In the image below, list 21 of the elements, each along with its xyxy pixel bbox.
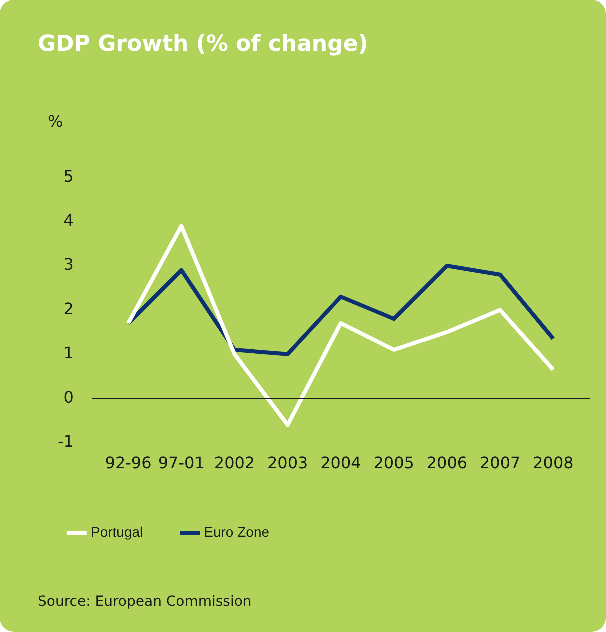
x-tick-label: 2002 (214, 454, 256, 473)
y-tick-label: -1 (58, 432, 74, 451)
y-tick-label: 2 (64, 299, 74, 318)
x-tick-label: 97-01 (158, 454, 205, 473)
x-tick-label: 2006 (426, 454, 468, 473)
legend-label: Euro Zone (204, 524, 270, 540)
x-tick-label: 2005 (374, 454, 414, 473)
x-tick-label: 2007 (480, 454, 521, 473)
x-tick-label: 92-96 (105, 454, 152, 473)
y-tick-label: 3 (64, 255, 74, 274)
source-note: Source: European Commission (38, 594, 252, 610)
x-tick-label: 2004 (320, 454, 362, 473)
y-axis-title: % (48, 112, 64, 131)
x-tick-label: 2003 (268, 454, 308, 473)
x-tick-label: 2008 (533, 454, 574, 473)
y-tick-label: 0 (64, 388, 74, 407)
legend-label: Portugal (91, 524, 144, 540)
y-tick-label: 5 (64, 166, 74, 186)
chart-title: GDP Growth (% of change) (38, 32, 368, 57)
y-tick-label: 1 (64, 344, 74, 363)
y-tick-label: 4 (64, 210, 74, 230)
